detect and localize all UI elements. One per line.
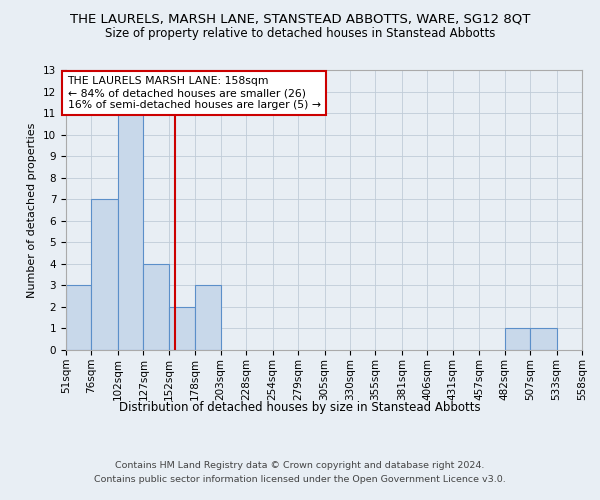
Text: THE LAURELS, MARSH LANE, STANSTEAD ABBOTTS, WARE, SG12 8QT: THE LAURELS, MARSH LANE, STANSTEAD ABBOT… — [70, 12, 530, 26]
Bar — [118, 113, 143, 350]
Bar — [143, 264, 169, 350]
Bar — [195, 286, 221, 350]
Text: Size of property relative to detached houses in Stanstead Abbotts: Size of property relative to detached ho… — [105, 28, 495, 40]
Text: Contains HM Land Registry data © Crown copyright and database right 2024.: Contains HM Land Registry data © Crown c… — [115, 462, 485, 470]
Bar — [66, 286, 91, 350]
Bar — [505, 328, 530, 350]
Text: THE LAURELS MARSH LANE: 158sqm
← 84% of detached houses are smaller (26)
16% of : THE LAURELS MARSH LANE: 158sqm ← 84% of … — [68, 76, 320, 110]
Text: Contains public sector information licensed under the Open Government Licence v3: Contains public sector information licen… — [94, 474, 506, 484]
Bar — [169, 307, 195, 350]
Y-axis label: Number of detached properties: Number of detached properties — [28, 122, 37, 298]
Bar — [91, 199, 118, 350]
Text: Distribution of detached houses by size in Stanstead Abbotts: Distribution of detached houses by size … — [119, 401, 481, 414]
Bar — [530, 328, 557, 350]
